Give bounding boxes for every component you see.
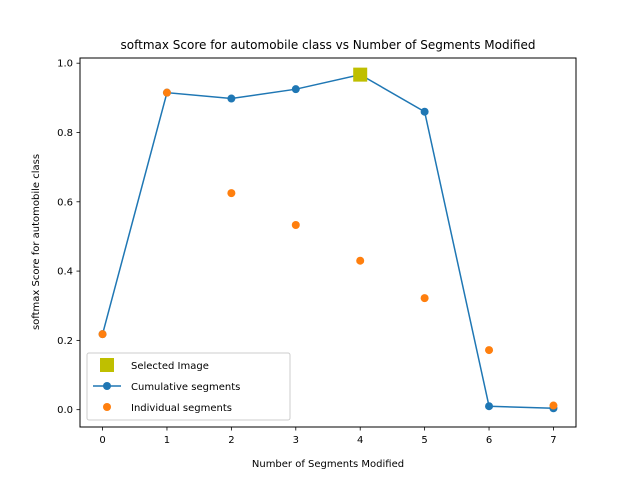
cumulative-segments-point: [420, 107, 429, 116]
y-tick-label: 0.4: [57, 267, 73, 278]
chart-title: softmax Score for automobile class vs Nu…: [121, 38, 536, 52]
x-tick-label: 3: [293, 435, 299, 446]
y-axis-label: softmax Score for automobile class: [31, 154, 42, 330]
x-tick-label: 6: [486, 435, 492, 446]
y-tick-label: 0.0: [57, 405, 73, 416]
x-axis-label: Number of Segments Modified: [252, 459, 404, 470]
x-tick-label: 1: [164, 435, 170, 446]
plot-frame: [79, 57, 577, 428]
plot-area: [98, 67, 558, 413]
individual-segments-point: [420, 294, 429, 303]
selected-image-marker: [353, 67, 368, 82]
x-tick-label: 4: [357, 435, 363, 446]
x-tick-label: 0: [99, 435, 105, 446]
x-tick-label: 7: [550, 435, 556, 446]
individual-segments-point: [227, 189, 236, 198]
x-tick-label: 5: [421, 435, 427, 446]
legend-label: Cumulative segments: [131, 382, 240, 393]
cumulative-segments-point: [485, 402, 494, 411]
cumulative-segments-line: [101, 73, 554, 410]
cumulative-segments-point: [227, 94, 236, 103]
individual-segments-point: [549, 401, 558, 410]
individual-segments-point: [162, 88, 171, 97]
legend-label: Individual segments: [131, 403, 232, 414]
legend-selected-image-swatch: [100, 358, 114, 372]
legend-individual-swatch: [103, 403, 111, 411]
x-axis: 0 1 2 3 4 5 6 7: [99, 427, 557, 446]
legend: Selected Image Cumulative segments Individ…: [86, 352, 291, 421]
legend-label: Selected Image: [131, 361, 209, 372]
legend-cumulative-swatch: [103, 382, 111, 390]
individual-segments-point: [98, 330, 107, 339]
individual-segments-point: [291, 221, 300, 230]
cumulative-segments-point: [291, 85, 300, 94]
y-tick-label: 0.6: [57, 197, 73, 208]
y-tick-label: 0.2: [57, 336, 73, 347]
y-axis: 0.0 0.2 0.4 0.6 0.8 1.0: [57, 59, 80, 416]
y-tick-label: 0.8: [57, 128, 73, 139]
y-tick-label: 1.0: [57, 59, 73, 70]
x-tick-label: 2: [228, 435, 234, 446]
legend-frame: [86, 352, 291, 421]
individual-segments-point: [356, 256, 365, 265]
individual-segments-point: [485, 346, 494, 355]
